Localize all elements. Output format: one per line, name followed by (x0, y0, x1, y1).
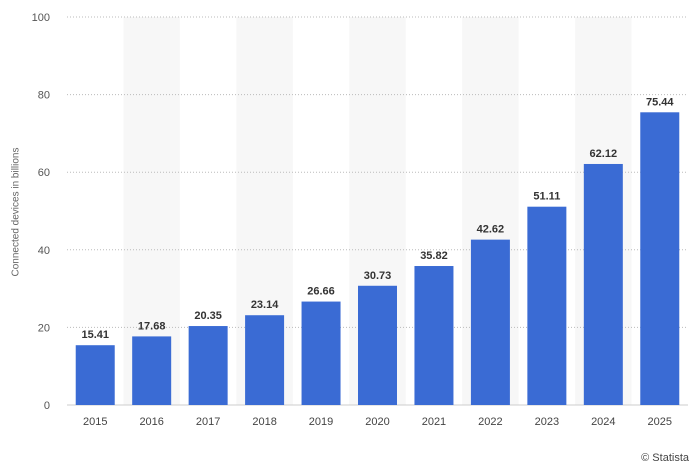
x-tick-label: 2022 (478, 416, 502, 428)
bar (245, 315, 285, 405)
source-credit[interactable]: © Statista (641, 452, 689, 464)
data-label: 15.41 (81, 329, 109, 341)
x-tick-label: 2016 (139, 416, 163, 428)
data-labels: 15.41 17.68 20.35 23.14 26.66 30.73 35.82 42.62… (81, 96, 674, 341)
bar (75, 345, 115, 405)
data-label: 23.14 (251, 299, 279, 311)
y-tick-label: 60 (38, 167, 50, 179)
bar (527, 206, 567, 405)
y-axis-ticks: 0 20 40 60 80 100 (32, 12, 50, 412)
data-label: 35.82 (420, 250, 448, 262)
x-axis-ticks: 2015 2016 2017 2018 2019 2020 2021 2022 2023 2024… (83, 416, 672, 428)
data-label: 20.35 (194, 310, 222, 322)
y-axis-title: Connected devices in billions (10, 147, 22, 277)
y-tick-label: 100 (32, 12, 50, 24)
bar (188, 326, 228, 405)
bar (358, 285, 397, 405)
bar (132, 336, 172, 405)
x-tick-label: 2023 (535, 416, 559, 428)
bar (414, 266, 454, 405)
data-label: 62.12 (590, 148, 618, 160)
y-tick-label: 20 (38, 322, 50, 334)
x-tick-label: 2024 (591, 416, 615, 428)
bar (470, 239, 510, 405)
data-label: 26.66 (307, 286, 335, 298)
bar (301, 301, 341, 405)
y-tick-label: 0 (44, 400, 50, 412)
x-tick-label: 2015 (83, 416, 107, 428)
bar (583, 163, 623, 405)
y-tick-label: 80 (38, 90, 50, 102)
bars (75, 112, 680, 406)
x-tick-label: 2019 (309, 416, 333, 428)
x-tick-label: 2018 (252, 416, 276, 428)
data-label: 42.62 (477, 224, 505, 236)
data-label: 30.73 (364, 270, 392, 282)
x-tick-label: 2020 (365, 416, 389, 428)
data-label: 17.68 (138, 320, 166, 332)
data-label: 51.11 (533, 191, 560, 203)
x-tick-label: 2017 (196, 416, 220, 428)
x-tick-label: 2025 (648, 416, 672, 428)
x-tick-label: 2021 (422, 416, 446, 428)
data-label: 75.44 (646, 96, 674, 108)
y-tick-label: 40 (38, 245, 50, 257)
bar (640, 112, 680, 406)
